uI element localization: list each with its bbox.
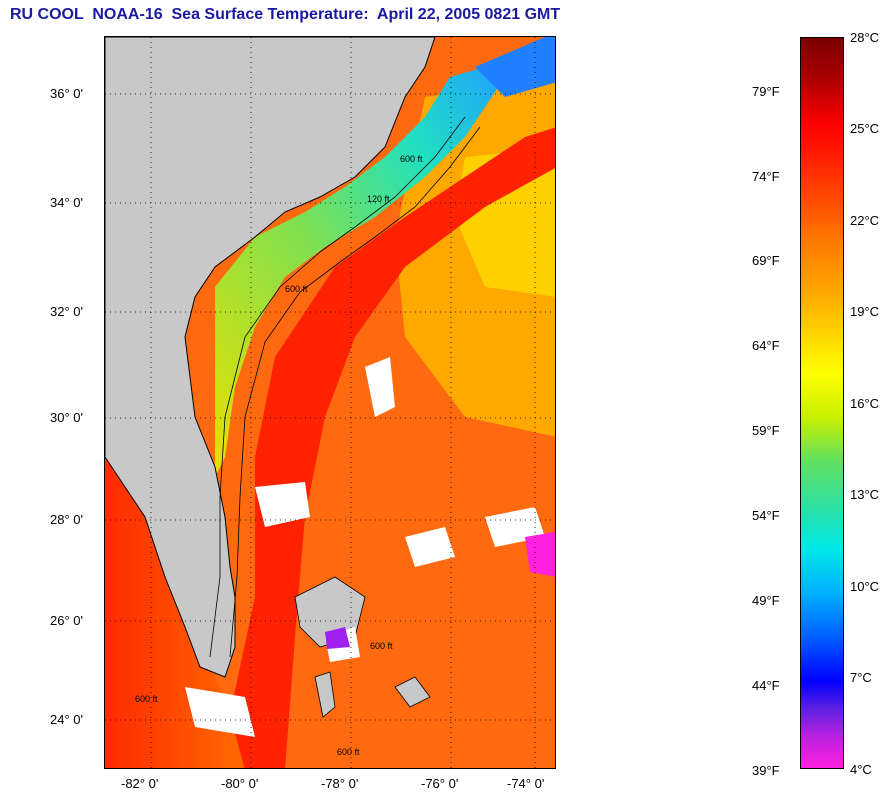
gulf-water [105, 457, 245, 768]
colorbar-c-label: 28°C [850, 30, 880, 45]
gulf-stream [225, 127, 555, 768]
sst-map: 600 ft 120 ft 600 ft 600 ft 600 ft 600 f… [104, 36, 556, 769]
lon-label: -74° 0' [507, 776, 545, 791]
contour-label: 600 ft [285, 284, 308, 294]
colorbar-f-label: 59°F [752, 423, 780, 438]
colorbar-c-label: 22°C [850, 213, 880, 228]
cold-pixel-patch [325, 627, 350, 649]
cloud-patch [365, 357, 395, 417]
colorbar-c-label: 25°C [850, 121, 880, 136]
lat-label: 26° 0' [50, 613, 83, 628]
colorbar-f-label: 79°F [752, 84, 780, 99]
colorbar-c-label: 19°C [850, 304, 880, 319]
shelf-water [215, 67, 505, 477]
bathymetry-contour [229, 126, 481, 658]
lon-label: -80° 0' [221, 776, 259, 791]
colorbar-c-label: 16°C [850, 396, 880, 411]
bahamas-island [314, 671, 336, 718]
colorbar-c-label: 4°C [850, 762, 872, 777]
cloud-patch [255, 482, 310, 527]
contour-label: 600 ft [337, 747, 360, 757]
colorbar-c-label: 10°C [850, 579, 880, 594]
map-title: RU COOL NOAA-16 Sea Surface Temperature:… [10, 6, 561, 23]
colorbar-c-label: 13°C [850, 487, 880, 502]
cloud-patch [405, 527, 455, 567]
colorbar-f-label: 49°F [752, 593, 780, 608]
graticule [105, 37, 555, 768]
cloud-patch [185, 687, 255, 737]
lat-label: 30° 0' [50, 410, 83, 425]
bahamas-island [394, 676, 431, 708]
colorbar-f-label: 39°F [752, 763, 780, 778]
lat-label: 24° 0' [50, 712, 83, 727]
lat-label: 32° 0' [50, 304, 83, 319]
colorbar-f-label: 74°F [752, 169, 780, 184]
colorbar-f-label: 64°F [752, 338, 780, 353]
lon-label: -82° 0' [121, 776, 159, 791]
cold-pixel-patch [525, 532, 555, 577]
colorbar-c-label: 7°C [850, 670, 872, 685]
lat-label: 34° 0' [50, 195, 83, 210]
contour-label: 600 ft [400, 154, 423, 164]
contour-label: 120 ft [367, 194, 390, 204]
colorbar-f-label: 69°F [752, 253, 780, 268]
colorbar-f-label: 54°F [752, 508, 780, 523]
colorbar-f-label: 44°F [752, 678, 780, 693]
lat-label: 36° 0' [50, 86, 83, 101]
contour-label: 600 ft [370, 641, 393, 651]
sst-map-canvas: 600 ft 120 ft 600 ft 600 ft 600 ft 600 f… [105, 37, 555, 768]
contour-label: 600 ft [135, 694, 158, 704]
lon-label: -78° 0' [321, 776, 359, 791]
bathymetry-contour [209, 116, 466, 658]
temperature-colorbar [800, 37, 844, 769]
land-mass [105, 37, 436, 678]
lat-label: 28° 0' [50, 512, 83, 527]
lon-label: -76° 0' [421, 776, 459, 791]
